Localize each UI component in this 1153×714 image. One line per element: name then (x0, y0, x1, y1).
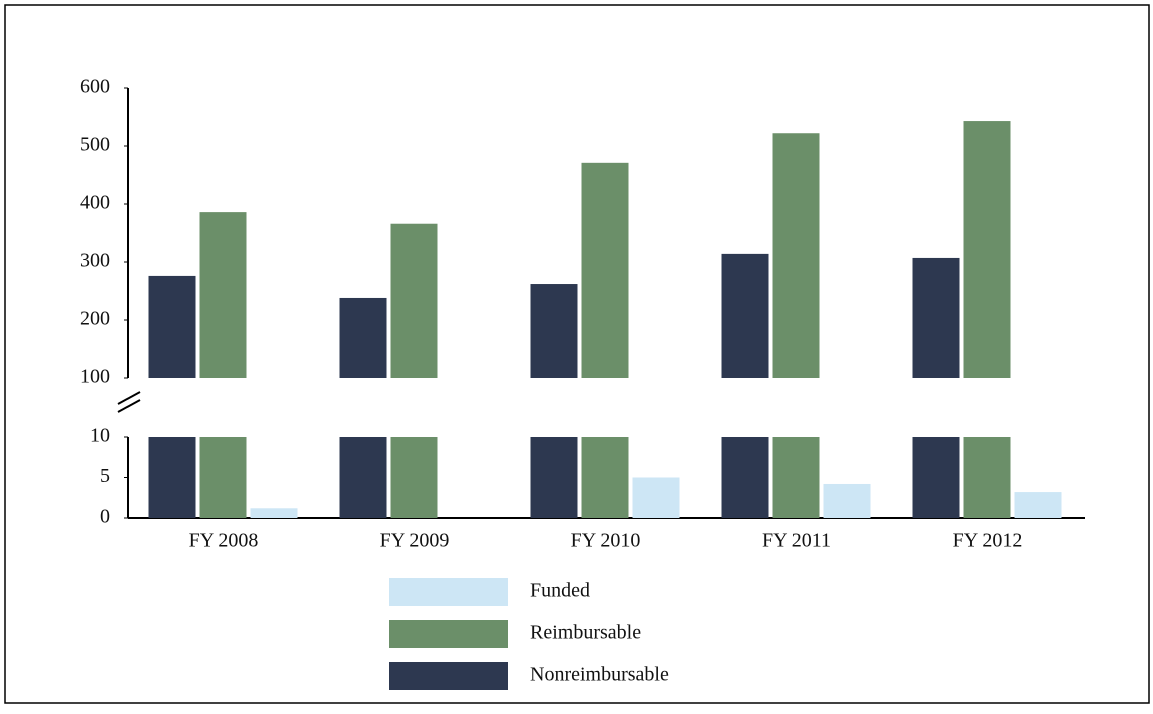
bar (148, 437, 196, 518)
y-tick-label: 500 (80, 134, 110, 156)
bar (963, 121, 1011, 378)
bar (581, 437, 629, 518)
bar (199, 212, 247, 378)
legend-label: Funded (530, 580, 590, 602)
bar (721, 437, 769, 518)
bar (912, 257, 960, 378)
bar (390, 223, 438, 378)
y-tick-label: 600 (80, 76, 110, 98)
y-tick-label: 5 (100, 465, 110, 487)
bar (1014, 492, 1062, 518)
y-tick-label: 0 (100, 506, 110, 528)
legend-label: Reimbursable (530, 622, 641, 644)
x-tick-label: FY 2010 (571, 530, 641, 552)
y-tick-label: 400 (80, 192, 110, 214)
legend-swatch (389, 662, 508, 690)
bar (632, 477, 680, 518)
x-tick-label: FY 2008 (189, 530, 259, 552)
y-tick-label: 300 (80, 250, 110, 272)
bar (912, 437, 960, 518)
bar (339, 297, 387, 378)
bar (721, 253, 769, 378)
bar (199, 437, 247, 518)
legend-label: Nonreimbursable (530, 664, 669, 686)
frame (4, 4, 1150, 704)
y-tick-label: 200 (80, 308, 110, 330)
x-tick-label: FY 2012 (953, 530, 1023, 552)
axis-break (117, 391, 141, 405)
y-tick-label: 10 (90, 425, 110, 447)
bar (390, 437, 438, 518)
legend-swatch (389, 620, 508, 648)
bar (250, 508, 298, 518)
bar (772, 133, 820, 378)
x-tick-label: FY 2011 (762, 530, 831, 552)
bar (581, 162, 629, 378)
bar (339, 437, 387, 518)
bar (823, 483, 871, 518)
x-tick-label: FY 2009 (380, 530, 450, 552)
bar (772, 437, 820, 518)
bar (530, 437, 578, 518)
bar (148, 275, 196, 378)
y-tick-label: 100 (80, 366, 110, 388)
bar (963, 437, 1011, 518)
axis-break (117, 399, 141, 413)
legend-swatch (389, 578, 508, 606)
bar (530, 284, 578, 378)
